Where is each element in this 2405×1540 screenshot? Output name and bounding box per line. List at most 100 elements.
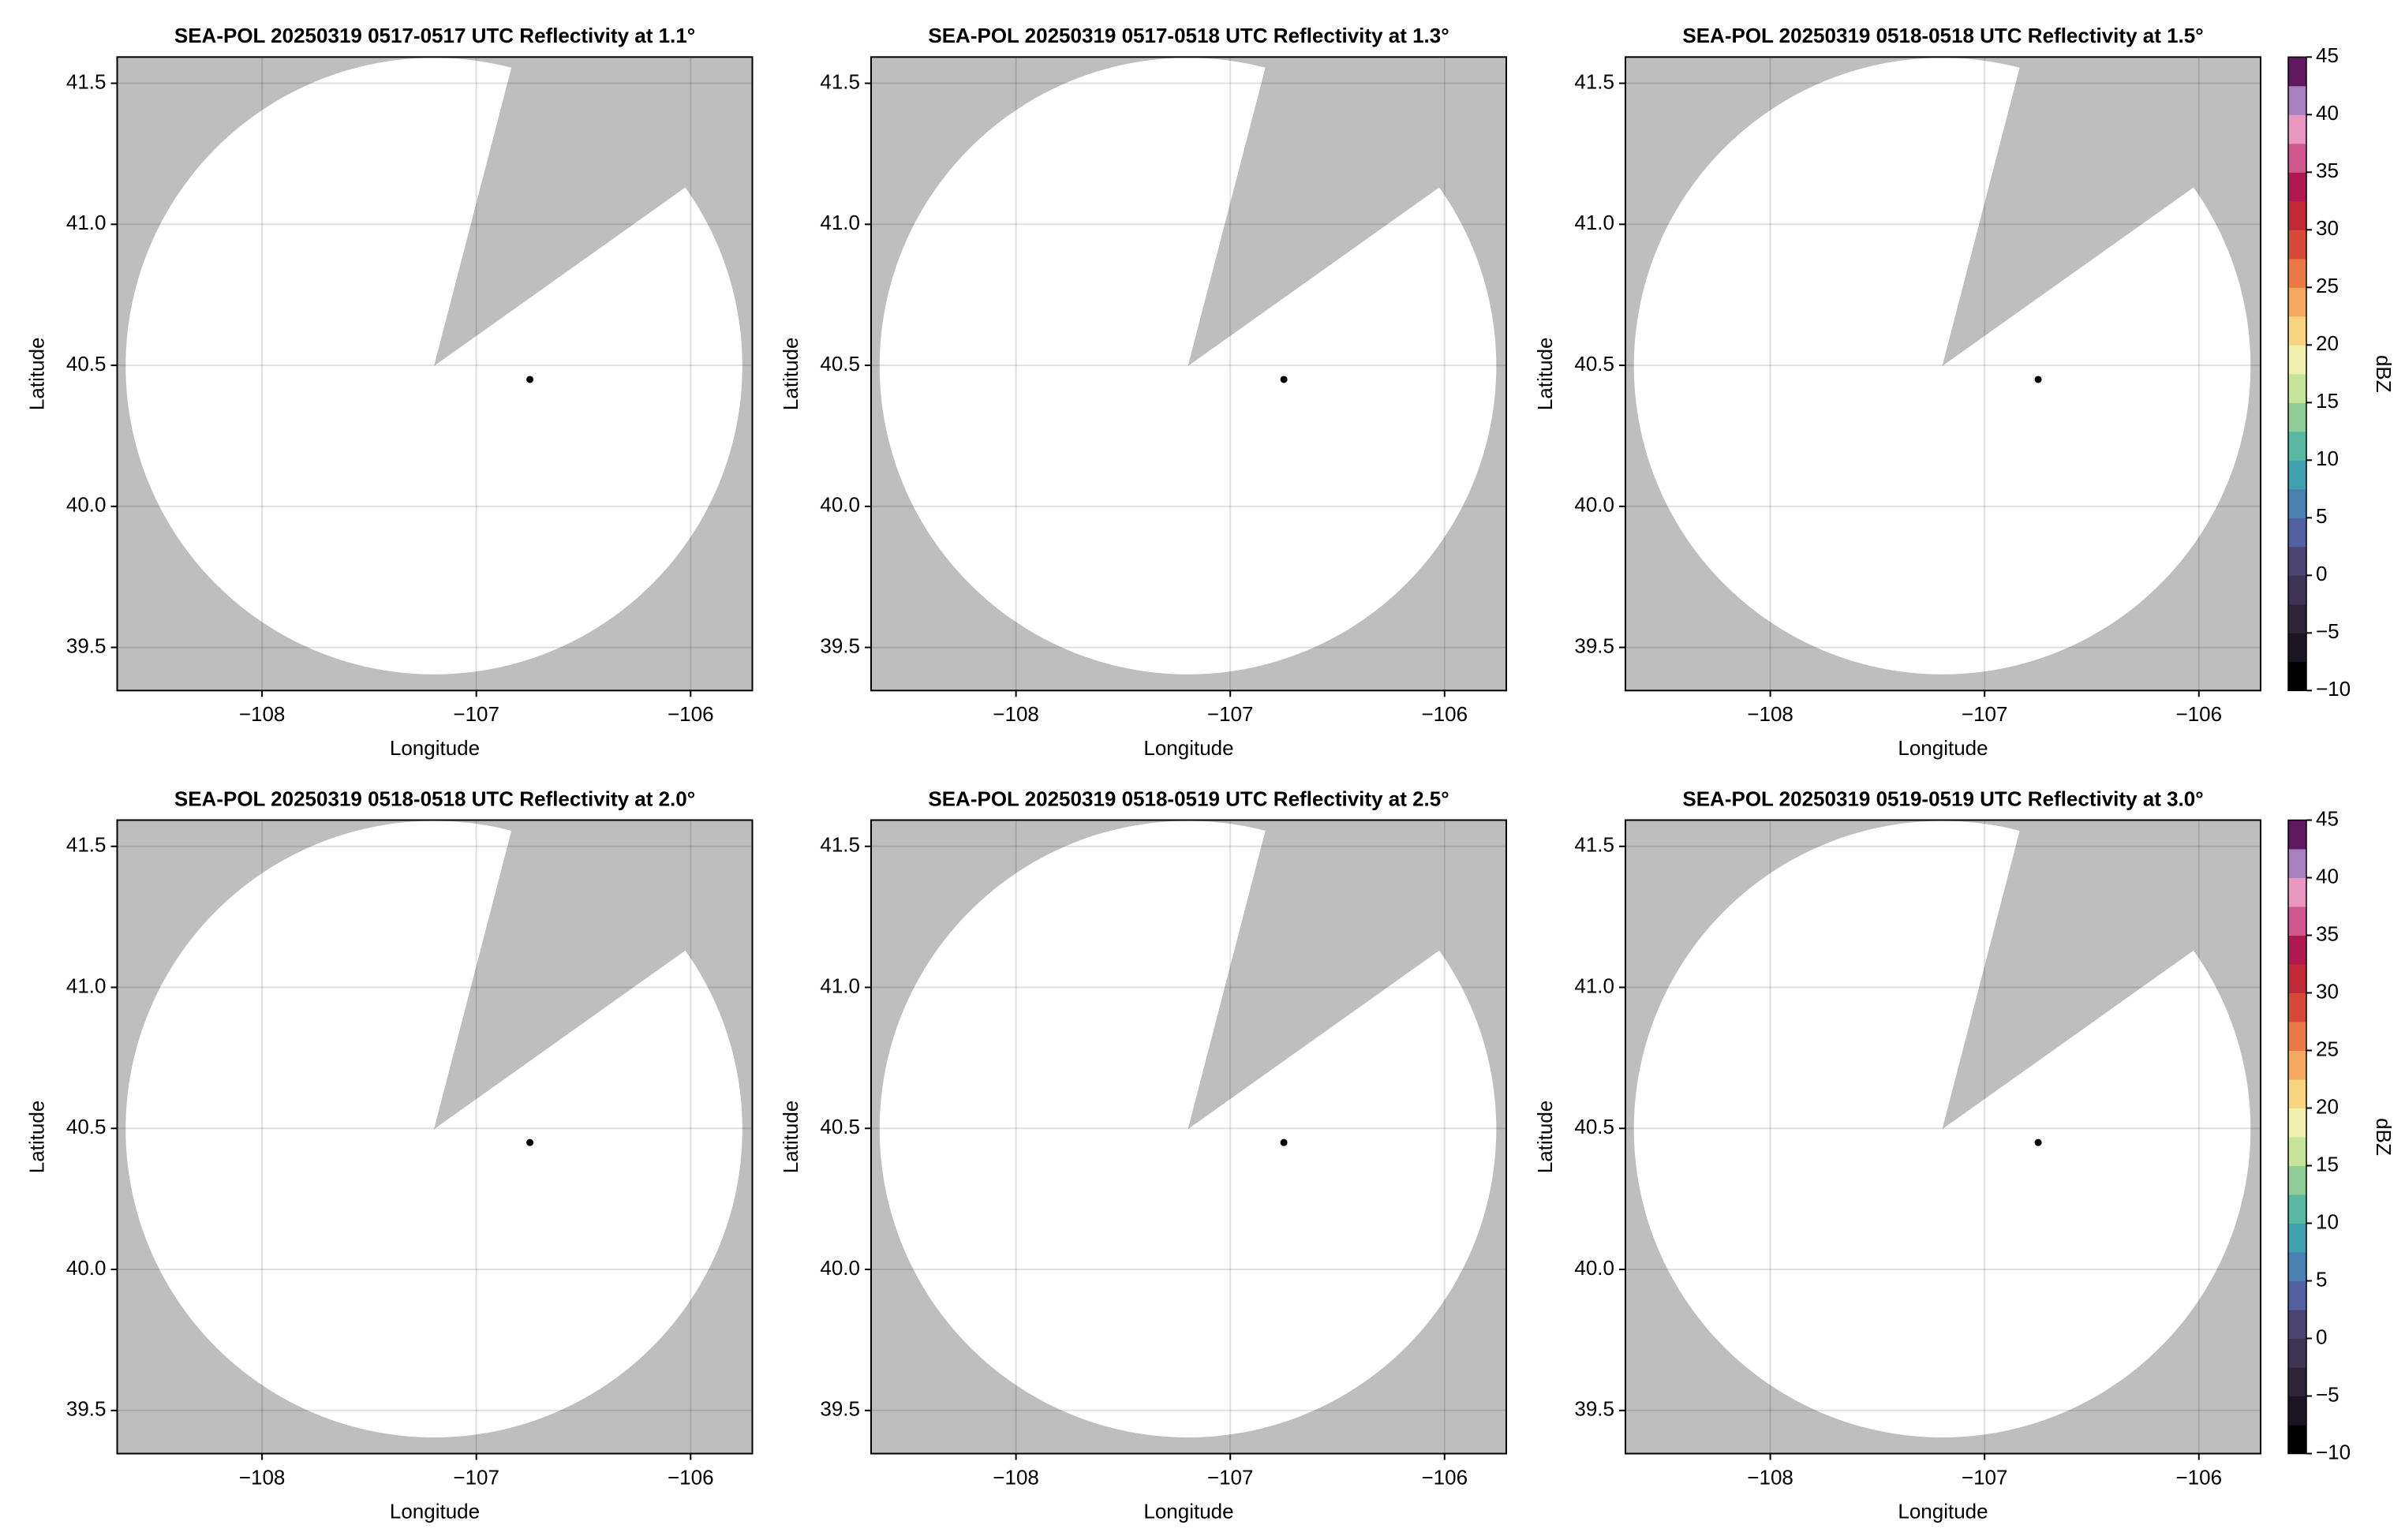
coverage-area	[1633, 58, 2251, 675]
colorbar-segment	[2288, 1425, 2306, 1454]
axes-frame	[116, 56, 754, 692]
x-tick-label: −107	[453, 1465, 499, 1489]
coverage-area	[125, 820, 742, 1437]
y-tick-label: 41.5	[66, 833, 107, 857]
chart-title: SEA-POL 20250319 0518-0519 UTC Reflectiv…	[928, 787, 1449, 810]
plot-area	[1625, 57, 2261, 691]
chart-title: SEA-POL 20250319 0518-0518 UTC Reflectiv…	[1682, 24, 2203, 47]
plot-area	[871, 57, 1506, 691]
x-tick-label: −108	[239, 702, 286, 726]
colorbar-segment	[2288, 373, 2306, 403]
x-tick-label: −107	[1207, 1465, 1254, 1489]
colorbar-segment	[2288, 1280, 2306, 1310]
x-axis-label: Longitude	[1898, 736, 1988, 760]
y-tick-label: 41.5	[66, 69, 107, 93]
coverage-area	[879, 58, 1497, 675]
colorbar-segment	[2288, 85, 2306, 115]
chart-title: SEA-POL 20250319 0519-0519 UTC Reflectiv…	[1682, 787, 2203, 810]
colorbar-segment	[2288, 820, 2306, 850]
colorbar-tick-label: 35	[2316, 921, 2339, 945]
colorbar-tick-label: 0	[2316, 562, 2327, 585]
colorbar-segment	[2288, 230, 2306, 260]
y-tick-label: 40.5	[1574, 1115, 1614, 1138]
panel: −108 −107 −106 39.5 40.0 40.5 41.0 41.5 SEA-POL …	[779, 787, 1507, 1523]
colorbar-segment	[2288, 316, 2306, 346]
colorbar-segment	[2288, 345, 2306, 375]
colorbar-segment	[2288, 1396, 2306, 1426]
radar-marker	[2034, 376, 2042, 383]
chart-title: SEA-POL 20250319 0518-0518 UTC Reflectiv…	[174, 787, 695, 810]
colorbar-segment	[2288, 57, 2306, 87]
y-tick-label: 40.5	[66, 352, 107, 376]
y-tick-label: 39.5	[1574, 1397, 1614, 1421]
colorbar-segment	[2288, 1194, 2306, 1224]
colorbar-segment	[2288, 172, 2306, 202]
colorbar-tick-label: 45	[2316, 43, 2339, 67]
y-axis-label: Latitude	[779, 338, 802, 411]
colorbar-tick-label: 15	[2316, 1152, 2339, 1176]
y-tick-label: 41.0	[66, 211, 107, 234]
y-axis-label: Latitude	[779, 1101, 802, 1174]
y-tick-label: 40.0	[66, 493, 107, 517]
plot-area	[871, 820, 1506, 1454]
y-tick-label: 41.0	[1574, 974, 1614, 997]
colorbar-tick-label: 0	[2316, 1325, 2327, 1348]
y-tick-label: 41.0	[66, 974, 107, 997]
y-tick-label: 40.0	[66, 1256, 107, 1280]
x-tick-label: −107	[1207, 702, 1254, 726]
y-tick-label: 39.5	[820, 634, 860, 657]
panel: −108 −107 −106 39.5 40.0 40.5 41.0 41.5 SEA-POL …	[1533, 787, 2396, 1523]
y-tick-label: 41.0	[1574, 211, 1614, 234]
x-axis-label: Longitude	[390, 1499, 480, 1523]
y-tick-label: 40.0	[1574, 493, 1614, 517]
colorbar-frame	[2287, 56, 2307, 692]
panel: −108 −107 −106 39.5 40.0 40.5 41.0 41.5 SEA-POL …	[24, 24, 754, 760]
colorbar-segment	[2288, 877, 2306, 907]
chart-title: SEA-POL 20250319 0517-0517 UTC Reflectiv…	[174, 24, 695, 47]
colorbar-segment	[2288, 546, 2306, 576]
colorbar-segment	[2288, 431, 2306, 461]
axes-frame	[1625, 56, 2261, 692]
colorbar-tick-label: 5	[2316, 504, 2327, 528]
x-tick-label: −107	[1962, 1465, 2008, 1489]
y-tick-label: 40.5	[820, 352, 860, 376]
colorbar-segment	[2288, 964, 2306, 993]
colorbar-tick-label: 35	[2316, 159, 2339, 182]
colorbar-segment	[2288, 1338, 2306, 1368]
colorbar-segment	[2288, 633, 2306, 663]
colorbar-segment	[2288, 518, 2306, 548]
colorbar-segment	[2288, 200, 2306, 230]
x-tick-label: −106	[668, 1465, 714, 1489]
y-tick-label: 41.5	[820, 69, 860, 93]
colorbar-segment	[2288, 1079, 2306, 1108]
radar-marker	[1280, 1138, 1288, 1146]
y-tick-label: 40.0	[1574, 1256, 1614, 1280]
chart-title: SEA-POL 20250319 0517-0518 UTC Reflectiv…	[928, 24, 1449, 47]
colorbar-segment	[2288, 1310, 2306, 1339]
colorbar-segment	[2288, 661, 2306, 691]
x-tick-label: −108	[993, 702, 1039, 726]
y-tick-label: 40.5	[1574, 352, 1614, 376]
colorbar-segment	[2288, 1367, 2306, 1396]
y-tick-label: 39.5	[66, 1397, 107, 1421]
colorbar-segment	[2288, 575, 2306, 605]
y-tick-label: 39.5	[1574, 634, 1614, 657]
colorbar-tick-label: 10	[2316, 447, 2339, 470]
axes-frame	[870, 819, 1507, 1455]
y-axis-label: Latitude	[1533, 1101, 1557, 1174]
colorbar-segment	[2288, 1165, 2306, 1195]
x-axis-label: Longitude	[1898, 1499, 1988, 1523]
colorbar-tick-label: 25	[2316, 274, 2339, 297]
colorbar-segment	[2288, 287, 2306, 317]
y-tick-label: 41.0	[820, 974, 860, 997]
y-axis-label: Latitude	[24, 338, 48, 411]
x-axis-label: Longitude	[1143, 736, 1233, 760]
y-tick-label: 39.5	[66, 634, 107, 657]
colorbar-segment	[2288, 1108, 2306, 1138]
x-tick-label: −108	[239, 1465, 286, 1489]
axes-frame	[870, 56, 1507, 692]
y-tick-label: 40.0	[820, 1256, 860, 1280]
colorbar-tick-label: −5	[2316, 1382, 2340, 1406]
x-tick-label: −108	[1747, 1465, 1793, 1489]
